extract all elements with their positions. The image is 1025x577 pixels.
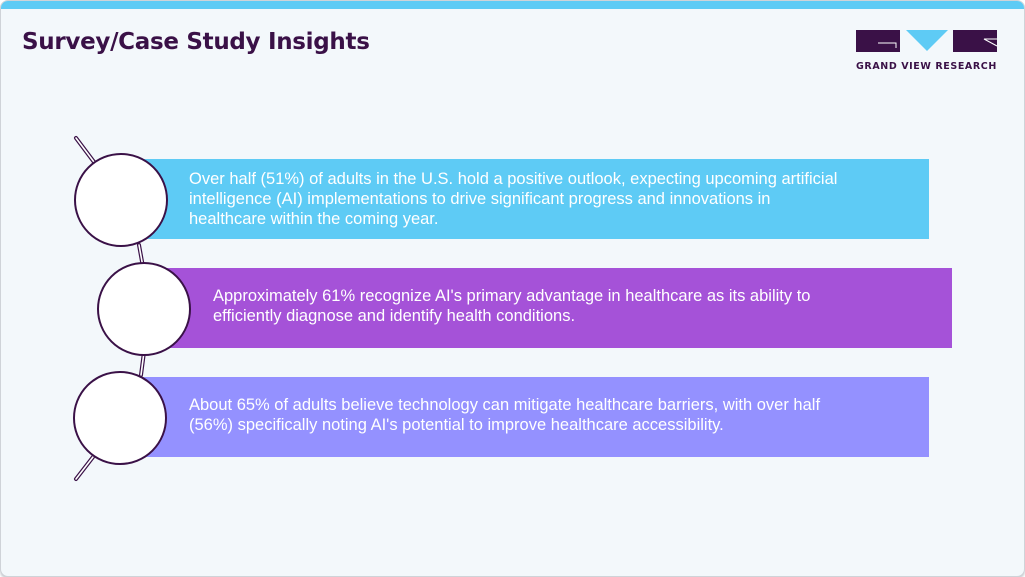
insight-band-1: Over half (51%) of adults in the U.S. ho…	[141, 159, 929, 239]
insight-text-2: Approximately 61% recognize AI's primary…	[213, 287, 811, 325]
insight-text-3: About 65% of adults believe technology c…	[189, 396, 821, 434]
gvr-logo-icon	[856, 30, 998, 52]
insight-band-2: Approximately 61% recognize AI's primary…	[161, 268, 952, 348]
top-accent-bar	[1, 1, 1024, 9]
insight-band-3: About 65% of adults believe technology c…	[141, 377, 929, 457]
page-title: Survey/Case Study Insights	[22, 29, 370, 55]
insight-circle-3	[73, 371, 167, 465]
logo-wordmark: GRAND VIEW RESEARCH	[856, 61, 997, 72]
insight-circle-1	[74, 153, 168, 247]
insight-text-1: Over half (51%) of adults in the U.S. ho…	[189, 170, 838, 228]
insight-circle-2	[97, 262, 191, 356]
grand-view-research-logo: GRAND VIEW RESEARCH	[856, 30, 999, 74]
